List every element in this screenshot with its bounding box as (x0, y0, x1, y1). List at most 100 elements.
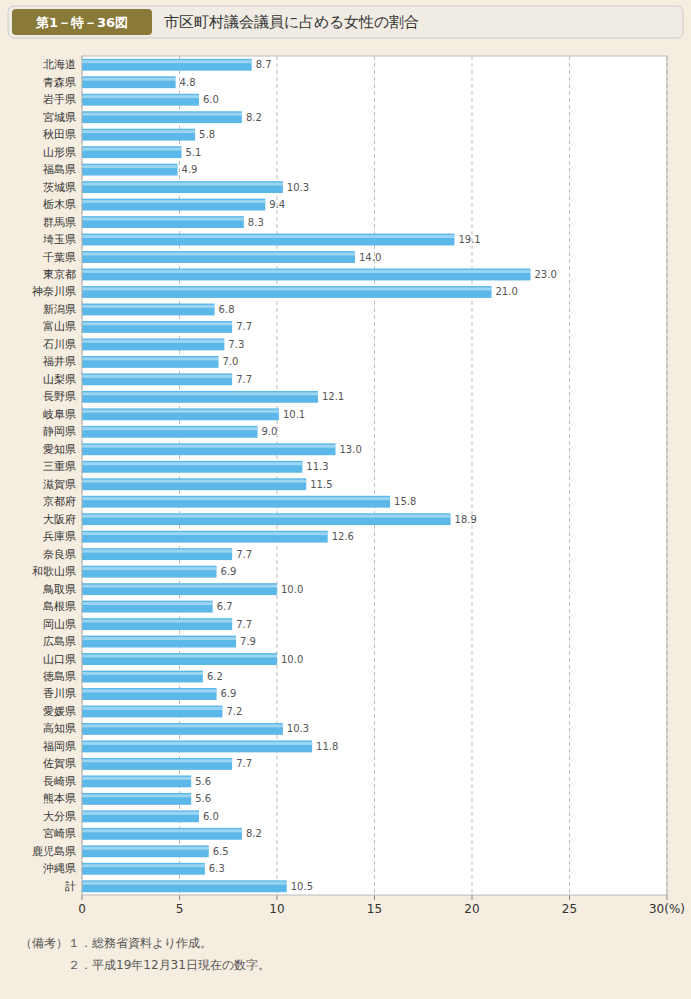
bar-highlight (82, 340, 224, 343)
y-tick-label: 茨城県 (43, 181, 76, 194)
data-label: 13.0 (340, 444, 362, 455)
bar (82, 723, 283, 735)
bar-highlight (82, 78, 176, 81)
bar (82, 706, 222, 718)
data-label: 18.9 (455, 514, 477, 525)
data-label: 6.0 (203, 94, 219, 105)
bar-group (82, 269, 531, 281)
bar (82, 164, 178, 176)
bar-highlight (82, 200, 265, 203)
data-label: 10.5 (291, 881, 313, 892)
y-tick-label: 青森県 (43, 76, 76, 89)
data-label: 9.4 (269, 199, 285, 210)
data-label: 7.7 (236, 758, 252, 769)
bar-group (82, 76, 176, 88)
data-label: 6.9 (221, 566, 237, 577)
data-label: 10.0 (281, 584, 303, 595)
bar-highlight (82, 532, 328, 535)
y-axis: 北海道青森県岩手県宮城県秋田県山形県福島県茨城県栃木県群馬県埼玉県千葉県東京都神… (32, 58, 76, 893)
bar-highlight (82, 794, 191, 797)
bar-group (82, 775, 191, 787)
bar (82, 636, 236, 648)
x-tick (667, 895, 668, 900)
x-tick (374, 895, 375, 900)
y-tick-label: 新潟県 (43, 303, 76, 316)
bar-group (82, 618, 232, 630)
bar (82, 338, 224, 350)
y-tick-label: 鹿児島県 (32, 845, 76, 858)
note: ２．平成19年12月31日現在の数字。 (20, 958, 270, 972)
note: （備考）１．総務省資料より作成。 (20, 936, 212, 950)
y-tick-label: 千葉県 (43, 251, 76, 264)
bar-group (82, 566, 217, 578)
bar (82, 146, 181, 158)
data-label: 21.0 (496, 286, 518, 297)
x-tick (472, 895, 473, 900)
bar (82, 548, 232, 560)
bar-highlight (82, 637, 236, 640)
data-label: 6.9 (221, 688, 237, 699)
data-label: 12.1 (322, 391, 344, 402)
y-tick-label: 岡山県 (43, 618, 76, 631)
y-tick-label: 大阪府 (43, 513, 76, 526)
subtitle: 第1－特－36図 (35, 15, 128, 30)
y-tick-label: 広島県 (43, 635, 76, 648)
bar-group (82, 531, 328, 543)
bar (82, 601, 213, 613)
bar-group (82, 146, 181, 158)
bar-group (82, 391, 318, 403)
data-label: 5.1 (185, 147, 201, 158)
bar-group (82, 653, 277, 665)
bar-highlight (82, 480, 306, 483)
header: 第1－特－36図市区町村議会議員に占める女性の割合 (8, 6, 683, 38)
y-tick-label: 岐阜県 (43, 408, 76, 421)
bar-highlight (82, 113, 242, 116)
bar (82, 94, 199, 106)
bar (82, 76, 176, 88)
data-label: 6.7 (217, 601, 233, 612)
y-tick-label: 和歌山県 (32, 565, 76, 578)
bar-group (82, 740, 312, 752)
bar-highlight (82, 847, 209, 850)
bar (82, 426, 258, 438)
bar (82, 216, 244, 228)
y-tick-label: 宮城県 (43, 111, 76, 124)
x-axis: 051015202530(%) (78, 895, 685, 916)
data-label: 10.3 (287, 182, 309, 193)
bar-highlight (82, 60, 252, 63)
bar (82, 828, 242, 840)
data-label: 10.0 (281, 654, 303, 665)
bar (82, 845, 209, 857)
bar-highlight (82, 602, 213, 605)
data-label: 8.2 (246, 112, 262, 123)
data-label: 6.2 (207, 671, 223, 682)
bar-highlight (82, 864, 205, 867)
bar-highlight (82, 235, 454, 238)
bar-highlight (82, 148, 181, 151)
bar (82, 304, 215, 316)
y-tick-label: 長崎県 (43, 775, 76, 788)
bar-highlight (82, 724, 283, 727)
y-tick-label: 埼玉県 (42, 233, 76, 246)
data-label: 6.5 (213, 846, 229, 857)
bar (82, 111, 242, 123)
bar (82, 199, 265, 211)
data-label: 6.0 (203, 811, 219, 822)
bar (82, 181, 283, 193)
x-tick (277, 895, 278, 900)
bar (82, 373, 232, 385)
bar-highlight (82, 445, 336, 448)
bar-group (82, 111, 242, 123)
bar-group (82, 688, 217, 700)
bar-highlight (82, 655, 277, 658)
bar-highlight (82, 270, 531, 273)
y-tick-label: 石川県 (43, 338, 76, 351)
bar-highlight (82, 759, 232, 762)
data-label: 11.8 (316, 741, 338, 752)
bar-group (82, 304, 215, 316)
bar-group (82, 338, 224, 350)
data-label: 19.1 (458, 234, 480, 245)
grid-line (472, 56, 473, 895)
bar-group (82, 373, 232, 385)
bar-group (82, 59, 252, 71)
